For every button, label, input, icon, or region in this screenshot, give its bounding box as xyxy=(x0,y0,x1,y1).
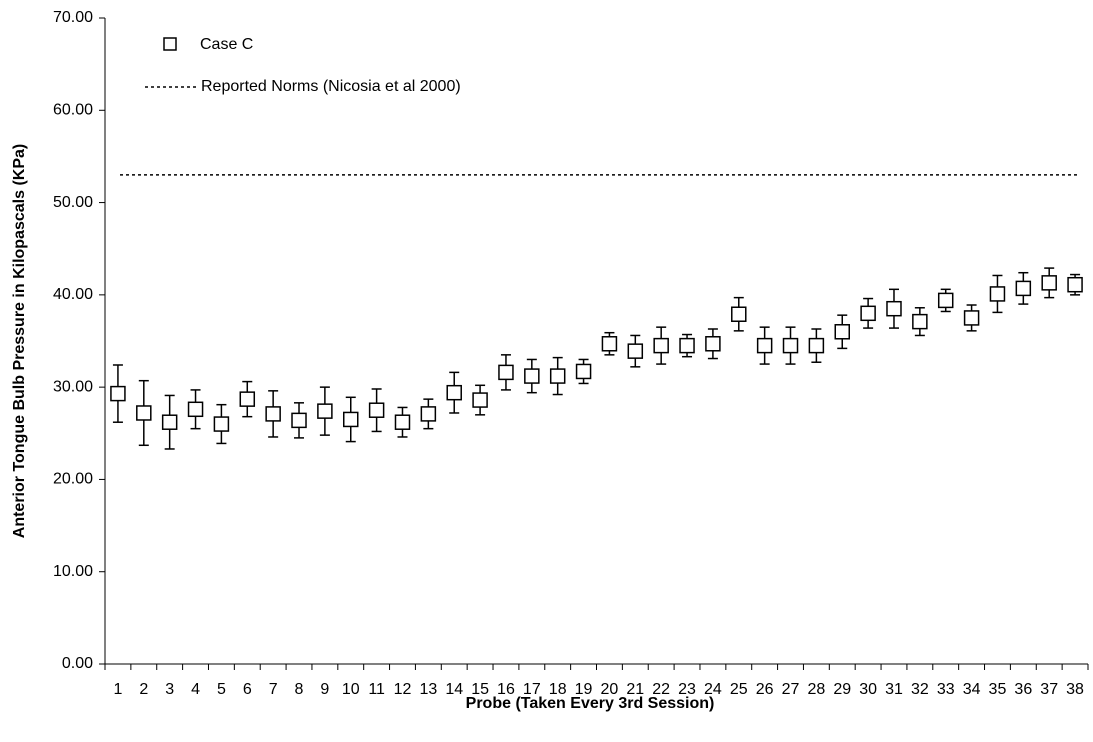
marker xyxy=(472,392,488,408)
x-tick-label: 5 xyxy=(217,681,226,698)
x-tick-label: 17 xyxy=(523,681,541,698)
marker xyxy=(187,401,204,418)
y-tick-label: 30.00 xyxy=(53,378,93,395)
y-tick-label: 20.00 xyxy=(53,471,93,488)
x-tick-label: 21 xyxy=(626,681,644,698)
y-tick-label: 10.00 xyxy=(53,563,93,580)
marker xyxy=(653,337,669,354)
x-tick-label: 37 xyxy=(1040,681,1058,698)
x-tick-label: 12 xyxy=(394,681,412,698)
marker xyxy=(420,406,437,422)
marker xyxy=(808,337,825,354)
marker xyxy=(705,336,721,352)
marker xyxy=(860,305,876,322)
x-tick-label: 10 xyxy=(342,681,360,698)
x-tick-label: 33 xyxy=(937,681,955,698)
x-tick-label: 11 xyxy=(368,681,385,698)
x-tick-label: 4 xyxy=(191,681,200,698)
x-tick-label: 14 xyxy=(445,681,463,698)
y-tick-label: 70.00 xyxy=(53,9,93,26)
x-tick-label: 36 xyxy=(1014,681,1032,698)
marker xyxy=(627,343,644,359)
y-axis-label: Anterior Tongue Bulb Pressure in Kilopas… xyxy=(11,144,28,538)
marker xyxy=(524,368,540,384)
x-tick-label: 32 xyxy=(911,681,929,698)
marker xyxy=(989,286,1006,302)
x-tick-label: 15 xyxy=(471,681,489,698)
x-tick-label: 8 xyxy=(295,681,304,698)
y-tick-label: 50.00 xyxy=(53,194,93,211)
x-tick-label: 26 xyxy=(756,681,774,698)
marker xyxy=(498,364,514,381)
marker xyxy=(136,405,152,421)
marker xyxy=(368,402,385,418)
marker xyxy=(912,313,928,330)
x-tick-label: 1 xyxy=(113,681,122,698)
x-tick-label: 18 xyxy=(549,681,567,698)
marker xyxy=(213,416,230,432)
y-tick-label: 0.00 xyxy=(62,655,93,672)
marker xyxy=(1067,276,1083,293)
marker xyxy=(834,324,850,340)
x-tick-label: 16 xyxy=(497,681,515,698)
marker xyxy=(394,414,411,430)
marker xyxy=(239,391,256,407)
marker xyxy=(161,414,178,430)
x-axis-label: Probe (Taken Every 3rd Session) xyxy=(466,695,715,712)
x-tick-label: 6 xyxy=(243,681,252,698)
marker xyxy=(549,368,566,384)
marker xyxy=(937,292,954,309)
marker xyxy=(886,300,902,317)
x-tick-label: 35 xyxy=(989,681,1007,698)
marker xyxy=(575,363,592,380)
x-tick-label: 22 xyxy=(652,681,670,698)
y-tick-label: 60.00 xyxy=(53,102,93,119)
marker xyxy=(1041,275,1057,291)
marker xyxy=(963,310,980,326)
marker xyxy=(343,411,359,428)
y-tick-label: 40.00 xyxy=(53,286,93,303)
legend-marker xyxy=(163,37,177,51)
x-tick-label: 24 xyxy=(704,681,722,698)
x-tick-label: 25 xyxy=(730,681,748,698)
marker xyxy=(110,385,126,402)
legend-label: Reported Norms (Nicosia et al 2000) xyxy=(201,78,461,95)
x-tick-label: 23 xyxy=(678,681,696,698)
legend-label: Case C xyxy=(200,36,253,53)
x-tick-label: 20 xyxy=(601,681,619,698)
x-tick-label: 2 xyxy=(139,681,148,698)
x-tick-label: 19 xyxy=(575,681,593,698)
x-tick-label: 7 xyxy=(269,681,278,698)
marker xyxy=(265,406,281,422)
x-tick-label: 38 xyxy=(1066,681,1084,698)
x-tick-label: 13 xyxy=(419,681,437,698)
marker xyxy=(601,336,618,352)
marker xyxy=(731,306,747,322)
x-tick-label: 29 xyxy=(833,681,851,698)
marker xyxy=(679,337,695,354)
marker xyxy=(782,337,799,354)
marker xyxy=(756,337,773,354)
marker xyxy=(446,384,462,401)
marker xyxy=(317,403,333,419)
marker xyxy=(291,412,307,429)
x-tick-label: 30 xyxy=(859,681,877,698)
x-tick-label: 27 xyxy=(782,681,800,698)
x-tick-label: 9 xyxy=(320,681,329,698)
x-tick-label: 34 xyxy=(963,681,981,698)
x-tick-label: 31 xyxy=(885,681,903,698)
x-tick-label: 3 xyxy=(165,681,174,698)
x-tick-label: 28 xyxy=(807,681,825,698)
marker xyxy=(1015,280,1032,297)
